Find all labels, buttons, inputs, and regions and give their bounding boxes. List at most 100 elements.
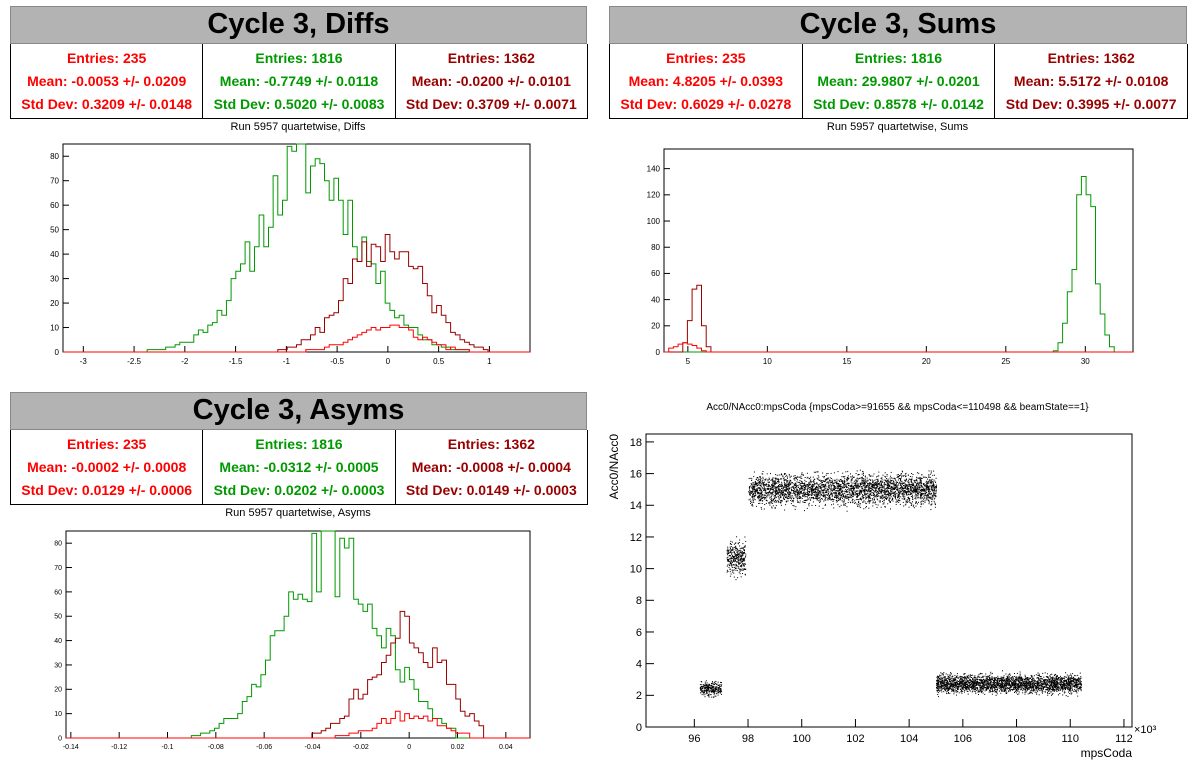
data-point [1077, 674, 1079, 676]
data-point [778, 496, 780, 498]
data-point [930, 479, 932, 481]
data-point [822, 495, 824, 497]
data-point [906, 500, 908, 502]
data-point [1058, 694, 1059, 696]
data-point [918, 489, 920, 491]
data-point [788, 483, 790, 485]
data-point [784, 499, 786, 500]
data-point [809, 487, 811, 488]
data-point [756, 490, 758, 492]
data-point [741, 557, 743, 559]
data-point [928, 476, 930, 478]
data-point [891, 498, 893, 500]
data-point [823, 494, 825, 496]
data-point [908, 506, 910, 508]
data-point [871, 492, 873, 494]
data-point [706, 690, 708, 692]
data-point [933, 493, 935, 494]
data-point [881, 494, 883, 496]
data-point [831, 485, 832, 487]
data-point [827, 490, 829, 492]
data-point [776, 491, 778, 493]
x-tick-label: -0.12 [111, 744, 127, 751]
data-point [1034, 688, 1036, 690]
data-point [748, 499, 750, 501]
data-point [757, 491, 759, 493]
data-point [704, 690, 706, 692]
data-point [769, 491, 770, 492]
data-point [885, 491, 887, 493]
data-point [794, 493, 796, 495]
data-point [782, 491, 784, 493]
data-point [717, 689, 718, 691]
data-point [907, 500, 909, 502]
data-point [905, 488, 907, 490]
data-point [906, 486, 908, 488]
data-point [804, 488, 806, 490]
entries-label: Entries: 235 [66, 49, 147, 66]
data-point [744, 545, 746, 547]
data-point [898, 475, 900, 477]
data-point [821, 494, 823, 496]
data-point [962, 687, 964, 688]
data-point [752, 497, 754, 499]
data-point [778, 488, 780, 490]
data-point [926, 483, 928, 484]
data-point [771, 506, 773, 508]
data-point [827, 477, 829, 479]
data-point [763, 485, 765, 487]
mean-label: Mean: -0.0200 +/- 0.0101 [411, 72, 571, 89]
data-point [928, 491, 929, 492]
data-point [788, 493, 790, 495]
data-point [928, 501, 930, 503]
data-point [877, 492, 879, 494]
data-point [743, 559, 745, 561]
data-point [856, 490, 858, 492]
data-point [870, 486, 872, 487]
data-point [1070, 683, 1072, 685]
data-point [756, 488, 758, 490]
std-label: Std Dev: 0.5020 +/- 0.0083 [213, 96, 385, 113]
data-point [923, 476, 925, 478]
data-point [837, 471, 839, 473]
y-tick-label: 12 [630, 532, 642, 544]
data-point [818, 485, 820, 487]
data-point [909, 484, 911, 486]
data-point [1064, 686, 1066, 688]
data-point [997, 685, 999, 687]
data-point [1048, 691, 1050, 692]
data-point [906, 487, 908, 489]
data-point [855, 482, 857, 484]
data-point [752, 487, 754, 489]
data-point [868, 495, 870, 497]
data-point [806, 499, 808, 501]
data-point [753, 485, 755, 487]
data-point [712, 683, 714, 684]
data-point [838, 484, 840, 486]
data-point [933, 492, 934, 494]
data-point [891, 480, 893, 481]
data-point [783, 498, 785, 499]
data-point [1076, 679, 1078, 681]
data-point [868, 502, 870, 504]
data-point [928, 492, 930, 494]
data-point [828, 486, 830, 488]
data-point [883, 503, 885, 505]
data-point [905, 492, 907, 494]
data-point [829, 481, 831, 483]
data-point [832, 479, 834, 481]
data-point [778, 480, 779, 482]
y-tick-label: 10 [54, 711, 62, 718]
data-point [844, 483, 846, 485]
data-point [916, 476, 918, 478]
data-point [931, 487, 932, 489]
data-point [826, 488, 828, 490]
data-point [730, 547, 731, 549]
data-point [888, 493, 890, 494]
data-point [738, 542, 740, 543]
data-point [951, 689, 953, 691]
data-point [890, 486, 892, 488]
data-point [910, 484, 912, 486]
data-point [982, 675, 984, 677]
data-point [890, 480, 892, 482]
